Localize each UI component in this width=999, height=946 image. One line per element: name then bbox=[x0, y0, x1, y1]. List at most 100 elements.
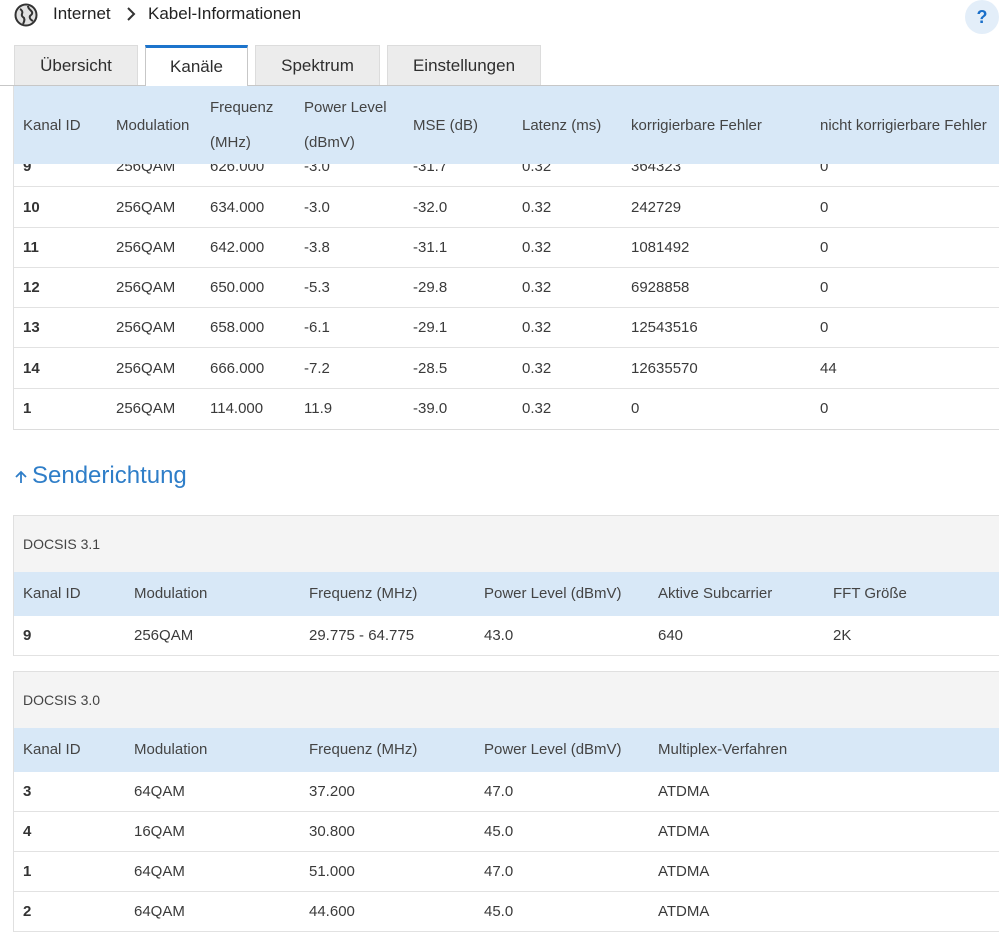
cell-power-level: 45.0 bbox=[484, 823, 514, 840]
table-row: 4 16QAM 30.800 45.0 ATDMA bbox=[14, 812, 999, 852]
cell-mse: -39.0 bbox=[413, 400, 448, 417]
cell-power-level: 47.0 bbox=[484, 863, 514, 880]
section-title-text: Senderichtung bbox=[32, 462, 187, 489]
header-power-level-unit: (dBmV) bbox=[304, 134, 355, 151]
cell-power-level: 11.9 bbox=[304, 400, 333, 417]
tab-kanaele[interactable]: Kanäle bbox=[145, 45, 248, 86]
cell-mse: -28.5 bbox=[413, 360, 448, 377]
table-row: 10 256QAM 634.000 -3.0 -32.0 0.32 242729… bbox=[14, 188, 999, 228]
top-bar: Internet Kabel-Informationen ? bbox=[0, 0, 999, 34]
header-korrigierbare-fehler: korrigierbare Fehler bbox=[631, 117, 762, 134]
breadcrumb-internet[interactable]: Internet bbox=[53, 4, 111, 23]
header-modulation: Modulation bbox=[116, 117, 190, 134]
cell-power-level: -3.0 bbox=[304, 199, 330, 216]
table-row: 14 256QAM 666.000 -7.2 -28.5 0.32 126355… bbox=[14, 349, 999, 389]
cell-modulation: 16QAM bbox=[134, 823, 185, 840]
header-nicht-korrigierbare-fehler: nicht korrigierbare Fehler bbox=[820, 117, 987, 134]
cell-aktive-subcarrier: 640 bbox=[658, 627, 684, 644]
section-title-senderichtung: Senderichtung bbox=[14, 462, 187, 490]
table-row: 2 64QAM 44.600 45.0 ATDMA bbox=[14, 892, 999, 932]
header-power-level: Power Level bbox=[304, 99, 387, 116]
cell-frequenz: 650.000 bbox=[210, 279, 265, 296]
header-power-level: Power Level (dBmV) bbox=[484, 585, 622, 602]
cell-kanal-id: 1 bbox=[23, 863, 32, 880]
header-kanal-id: Kanal ID bbox=[23, 117, 81, 134]
cell-modulation: 256QAM bbox=[116, 360, 176, 377]
header-modulation: Modulation bbox=[134, 585, 208, 602]
cell-power-level: -5.3 bbox=[304, 279, 330, 296]
cell-korrigierbare-fehler: 12543516 bbox=[631, 319, 698, 336]
cell-nicht-korrigierbare-fehler: 44 bbox=[820, 360, 837, 377]
tab-bar: Übersicht Kanäle Spektrum Einstellungen bbox=[0, 45, 999, 86]
cell-korrigierbare-fehler: 1081492 bbox=[631, 239, 690, 256]
cell-nicht-korrigierbare-fehler: 0 bbox=[820, 199, 829, 216]
cell-multiplex-verfahren: ATDMA bbox=[658, 823, 710, 840]
header-power-level: Power Level (dBmV) bbox=[484, 741, 622, 758]
cell-modulation: 256QAM bbox=[116, 400, 176, 417]
help-button[interactable]: ? bbox=[965, 0, 999, 34]
cell-korrigierbare-fehler: 0 bbox=[631, 400, 640, 417]
cell-nicht-korrigierbare-fehler: 0 bbox=[820, 279, 829, 296]
cell-power-level: 47.0 bbox=[484, 783, 514, 800]
cell-frequenz: 37.200 bbox=[309, 783, 355, 800]
cell-modulation: 64QAM bbox=[134, 783, 185, 800]
docsis31-table: DOCSIS 3.1 Kanal ID Modulation Frequenz … bbox=[13, 515, 999, 656]
downstream-table[interactable]: Kanal ID Modulation Frequenz (MHz) Power… bbox=[13, 86, 999, 430]
docsis31-title: DOCSIS 3.1 bbox=[14, 516, 999, 572]
cell-multiplex-verfahren: ATDMA bbox=[658, 783, 710, 800]
cell-latenz: 0.32 bbox=[522, 199, 552, 216]
cell-fft-groesse: 2K bbox=[833, 627, 852, 644]
table-row: 3 64QAM 37.200 47.0 ATDMA bbox=[14, 772, 999, 812]
header-aktive-subcarrier: Aktive Subcarrier bbox=[658, 585, 773, 602]
cell-kanal-id: 9 bbox=[23, 158, 32, 175]
cell-nicht-korrigierbare-fehler: 0 bbox=[820, 319, 829, 336]
cell-latenz: 0.32 bbox=[522, 360, 552, 377]
header-frequenz: Frequenz bbox=[210, 99, 274, 116]
cell-frequenz: 642.000 bbox=[210, 239, 265, 256]
table-row: 12 256QAM 650.000 -5.3 -29.8 0.32 692885… bbox=[14, 268, 999, 308]
tab-spektrum[interactable]: Spektrum bbox=[255, 45, 380, 85]
cell-kanal-id: 11 bbox=[23, 239, 39, 256]
cell-multiplex-verfahren: ATDMA bbox=[658, 903, 710, 920]
cell-frequenz: 30.800 bbox=[309, 823, 355, 840]
cell-korrigierbare-fehler: 242729 bbox=[631, 199, 682, 216]
arrow-up-icon bbox=[15, 470, 27, 483]
cell-mse: -29.1 bbox=[413, 319, 448, 336]
globe-icon bbox=[14, 3, 38, 27]
tab-uebersicht[interactable]: Übersicht bbox=[14, 45, 138, 85]
cell-power-level: -7.2 bbox=[304, 360, 330, 377]
table-row: 9 256QAM 29.775 - 64.775 43.0 640 2K bbox=[14, 616, 999, 656]
cell-frequenz: 658.000 bbox=[210, 319, 265, 336]
header-frequenz-unit: (MHz) bbox=[210, 134, 251, 151]
cell-kanal-id: 2 bbox=[23, 903, 32, 920]
cell-power-level: -3.8 bbox=[304, 239, 330, 256]
docsis30-title: DOCSIS 3.0 bbox=[14, 672, 999, 728]
cell-latenz: 0.32 bbox=[522, 239, 552, 256]
cell-kanal-id: 1 bbox=[23, 400, 32, 417]
cell-kanal-id: 4 bbox=[23, 823, 32, 840]
downstream-table-header: Kanal ID Modulation Frequenz (MHz) Power… bbox=[14, 86, 999, 164]
cell-frequenz: 114.000 bbox=[210, 400, 264, 417]
cell-modulation: 256QAM bbox=[116, 279, 176, 296]
cell-mse: -32.0 bbox=[413, 199, 448, 216]
cell-kanal-id: 9 bbox=[23, 627, 32, 644]
header-mse: MSE (dB) bbox=[413, 117, 479, 134]
cell-frequenz: 29.775 - 64.775 bbox=[309, 627, 415, 644]
cell-kanal-id: 10 bbox=[23, 199, 40, 216]
tab-einstellungen[interactable]: Einstellungen bbox=[387, 45, 541, 85]
header-frequenz: Frequenz (MHz) bbox=[309, 741, 418, 758]
cell-modulation: 256QAM bbox=[116, 319, 176, 336]
docsis30-table: DOCSIS 3.0 Kanal ID Modulation Frequenz … bbox=[13, 671, 999, 932]
docsis31-table-header: Kanal ID Modulation Frequenz (MHz) Power… bbox=[14, 572, 999, 616]
cell-frequenz: 634.000 bbox=[210, 199, 265, 216]
cell-nicht-korrigierbare-fehler: 0 bbox=[820, 239, 829, 256]
chevron-right-icon bbox=[127, 7, 136, 21]
cell-nicht-korrigierbare-fehler: 0 bbox=[820, 158, 829, 175]
table-row: 1 64QAM 51.000 47.0 ATDMA bbox=[14, 852, 999, 892]
table-row: 1 256QAM 114.000 11.9 -39.0 0.32 0 0 bbox=[14, 389, 999, 429]
table-row: 11 256QAM 642.000 -3.8 -31.1 0.32 108149… bbox=[14, 228, 999, 268]
header-multiplex-verfahren: Multiplex-Verfahren bbox=[658, 741, 788, 758]
cell-multiplex-verfahren: ATDMA bbox=[658, 863, 710, 880]
cell-mse: -31.1 bbox=[413, 239, 448, 256]
header-kanal-id: Kanal ID bbox=[23, 741, 81, 758]
